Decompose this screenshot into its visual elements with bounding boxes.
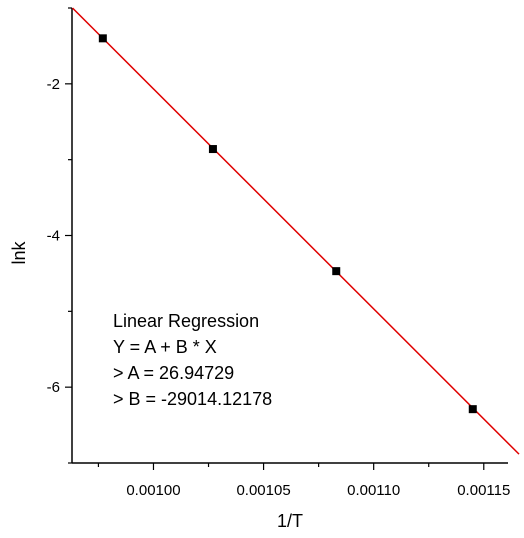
x-tick-label: 0.00110	[347, 482, 400, 499]
annotation-line-2: Y = A + B * X	[113, 337, 217, 357]
y-tick-label: -6	[47, 379, 60, 396]
x-tick-label: 0.00100	[126, 482, 180, 499]
data-point	[98, 34, 107, 43]
data-point	[468, 405, 477, 414]
annotation-line-1: Linear Regression	[113, 311, 259, 331]
annotation-line-3: > A = 26.94729	[113, 363, 234, 383]
y-tick-label: -4	[47, 228, 60, 245]
plot-area: -2 -4 -6 0.00100 0.00105 0.00110 0.00115	[47, 7, 520, 499]
x-axis-label: 1/T	[277, 511, 303, 531]
annotation-line-4: > B = -29014.12178	[113, 389, 272, 409]
y-axis-label: lnk	[9, 240, 29, 264]
regression-line	[71, 7, 520, 455]
y-tick-label: -2	[47, 76, 60, 93]
regression-annotation: Linear Regression Y = A + B * X > A = 26…	[113, 311, 272, 409]
x-tick-label: 0.00105	[236, 482, 290, 499]
x-tick-label: 0.00115	[457, 482, 510, 499]
data-point	[332, 267, 341, 276]
data-point	[208, 145, 217, 154]
